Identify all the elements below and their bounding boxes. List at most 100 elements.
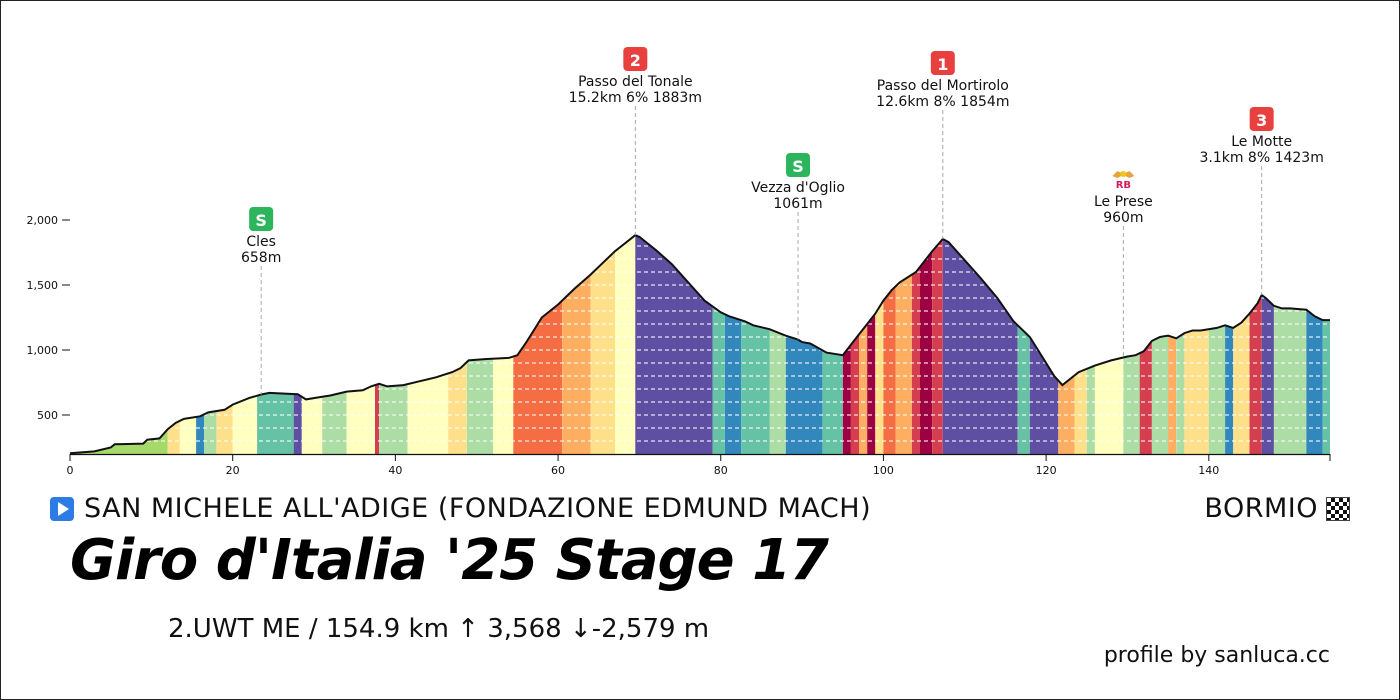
badge-label: RB: [1116, 180, 1131, 191]
gradient-segment: [1184, 235, 1209, 454]
gradient-segment: [850, 235, 859, 454]
gradient-segment: [932, 235, 943, 454]
annotation-detail: 12.6km 8% 1854m: [876, 94, 1009, 110]
start-name: SAN MICHELE ALL'ADIGE (FONDAZIONE EDMUND…: [84, 493, 872, 524]
gradient-segment: [493, 235, 514, 454]
y-axis: 500 1,000 1,500 2,000: [27, 214, 70, 422]
gradient-segment: [167, 235, 180, 454]
gradient-segment: [590, 235, 615, 454]
gradient-segment: [1273, 235, 1307, 454]
badge-label: 3: [1256, 111, 1267, 130]
race-title: Giro d'Italia '25 Stage 17: [70, 528, 829, 593]
x-tick-label: 120: [1036, 464, 1057, 477]
gradient-segment: [179, 235, 197, 454]
x-tick-label: 80: [714, 464, 728, 477]
x-tick-label: 140: [1198, 464, 1219, 477]
kom-cat3-icon: 3: [1249, 107, 1274, 131]
annotation-name: Vezza d'Oglio: [751, 180, 845, 196]
gradient-segment: [216, 235, 233, 454]
annotation-detail: 1061m: [773, 196, 822, 212]
y-tick-label: 2,000: [27, 214, 59, 227]
gradient-segment: [859, 235, 868, 454]
gradient-segment: [911, 235, 920, 454]
gradient-segment: [407, 235, 449, 454]
sprint-icon: S: [786, 153, 811, 177]
gradient-segment: [1208, 235, 1226, 454]
annotation-name: Passo del Tonale: [578, 74, 693, 90]
gradient-segment: [1176, 235, 1185, 454]
gradient-segment: [1249, 235, 1262, 454]
gradient-segment: [1029, 235, 1059, 454]
gradient-segment: [1233, 235, 1250, 454]
race-meta: 2.UWT ME / 154.9 km ↑ 3,568 ↓-2,579 m: [168, 614, 710, 644]
badge-label: S: [255, 211, 267, 230]
badge-label: S: [792, 157, 804, 176]
gradient-segment: [1094, 235, 1124, 454]
gradient-segment: [1086, 235, 1095, 454]
gradient-segment: [1123, 235, 1140, 454]
gradient-segment: [1017, 235, 1030, 454]
gradient-segment: [448, 235, 467, 454]
gradient-segment: [822, 235, 843, 454]
x-tick-label: 0: [67, 464, 74, 477]
annotation-detail: 658m: [241, 250, 281, 266]
finish-location: BORMIO: [1204, 493, 1350, 524]
gradient-segment: [293, 235, 302, 454]
kom-cat2-icon: 2: [623, 47, 648, 71]
annotation-name: Cles: [246, 234, 276, 250]
badge-label: 2: [630, 51, 641, 70]
gradient-segment: [1322, 235, 1330, 454]
y-tick-label: 1,500: [27, 279, 59, 292]
gradient-segment: [875, 235, 884, 454]
annotation-detail: 3.1km 8% 1423m: [1199, 150, 1323, 166]
gradient-segment: [712, 235, 725, 454]
gradient-segment: [769, 235, 786, 454]
gradient-segment: [513, 235, 563, 454]
gradient-segment: [842, 235, 851, 454]
y-tick-label: 500: [37, 409, 58, 422]
gradient-segment: [1225, 235, 1234, 454]
gradient-segment: [920, 235, 933, 454]
gradient-segment: [204, 235, 217, 454]
annotation-name: Le Prese: [1094, 194, 1153, 210]
x-tick-label: 20: [226, 464, 240, 477]
gradient-segment: [196, 235, 205, 454]
gradient-segment: [562, 235, 591, 454]
gradient-segment: [724, 235, 742, 454]
gradient-segment: [1168, 235, 1177, 454]
gradient-segment: [1261, 235, 1274, 454]
annotation-name: Le Motte: [1231, 134, 1292, 150]
gradient-segment: [1306, 235, 1323, 454]
gradient-segment: [70, 235, 168, 454]
x-axis: 0 20 40 60 80 100 120 140: [67, 453, 1331, 477]
annotation-detail: 960m: [1103, 210, 1143, 226]
gradient-segment: [1151, 235, 1169, 454]
kom-cat1-icon: 1: [930, 51, 955, 75]
badge-label: 1: [937, 55, 948, 74]
start-location: SAN MICHELE ALL'ADIGE (FONDAZIONE EDMUND…: [50, 493, 871, 524]
x-tick-label: 100: [873, 464, 894, 477]
finish-name: BORMIO: [1204, 493, 1318, 524]
redbull-sprint-icon: RB: [1112, 171, 1135, 191]
gradient-segment: [615, 235, 636, 454]
gradient-segment: [785, 235, 823, 454]
gradient-segment: [741, 235, 770, 454]
gradient-segment: [867, 235, 876, 454]
gradient-segment: [1139, 235, 1152, 454]
gradient-segment: [1058, 235, 1075, 454]
gradient-segment: [301, 235, 323, 454]
gradient-segment: [883, 235, 896, 454]
sprint-icon: S: [249, 207, 274, 231]
play-icon: [50, 496, 74, 521]
gradient-segment: [322, 235, 347, 454]
gradient-segment: [895, 235, 912, 454]
y-tick-label: 1,000: [27, 344, 59, 357]
